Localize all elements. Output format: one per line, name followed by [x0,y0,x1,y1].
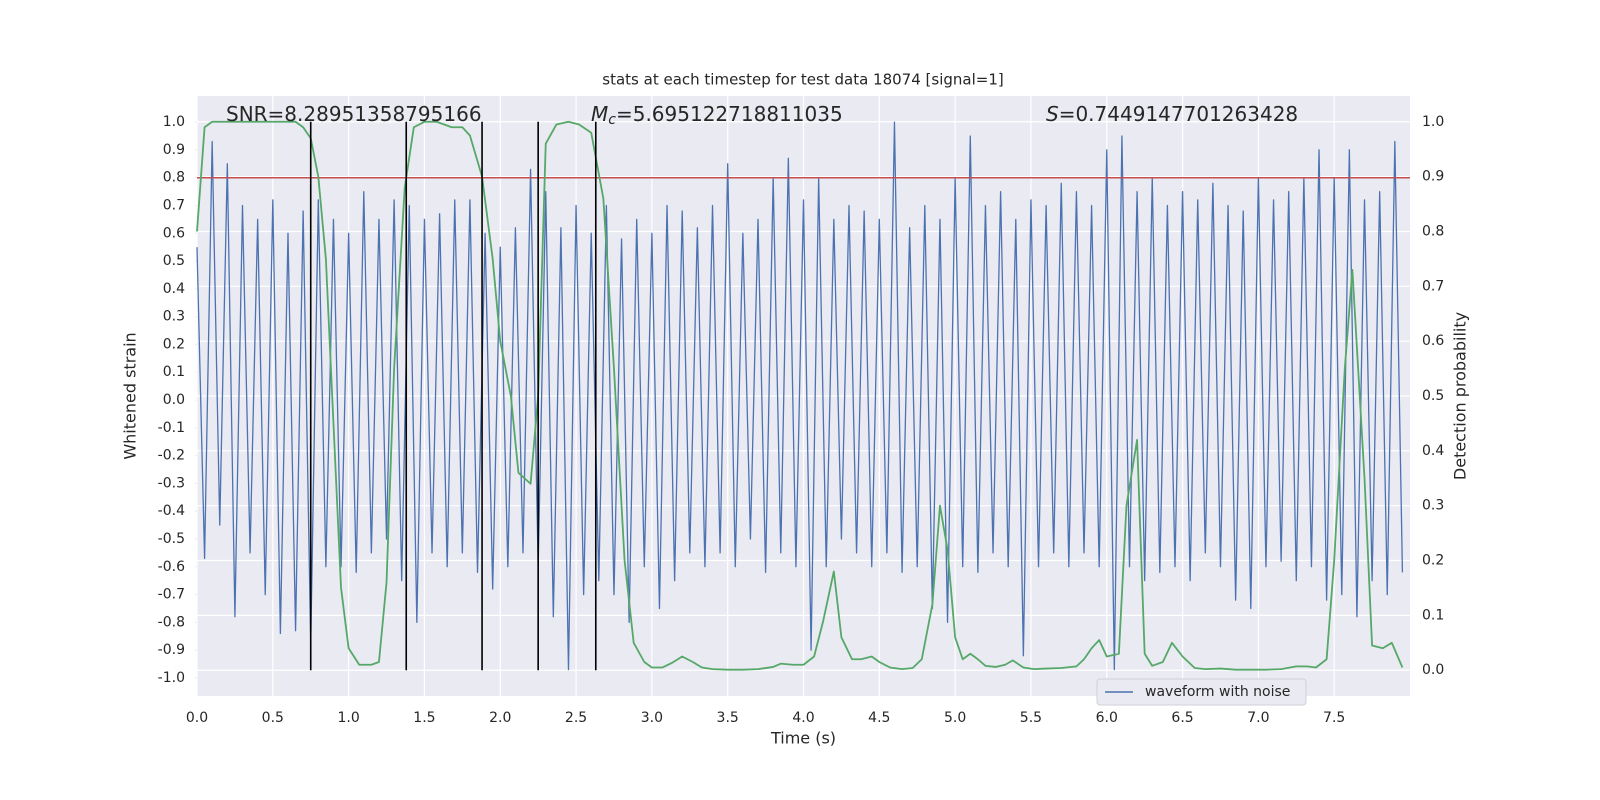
x-tick-label: 6.5 [1171,710,1193,726]
annotation: S=0.7449147701263428 [1046,102,1298,126]
annotation: SNR=8.28951358795166 [226,102,482,126]
annotation: Mc=5.695122718811035 [591,102,843,129]
legend-box [1096,678,1307,706]
x-tick-label: 4.0 [792,710,814,726]
x-tick-label: 1.5 [413,710,435,726]
x-tick-label: 7.5 [1323,710,1345,726]
y2-tick-label: 0.8 [1422,223,1444,239]
y-tick-label: -0.5 [158,531,185,547]
x-axis-label: Time (s) [770,729,836,748]
y-tick-label: -0.7 [158,587,185,603]
x-tick-label: 2.0 [489,710,511,726]
x-tick-label: 3.0 [641,710,663,726]
y2-tick-label: 0.7 [1422,278,1444,294]
y-tick-label: 0.2 [163,336,185,352]
x-tick-label: 0.0 [186,710,208,726]
annotation-symbol: M [591,102,608,126]
y-tick-label: 0.6 [163,225,185,241]
y2-tick-label: 0.3 [1422,498,1444,514]
annotation-text: =5.695122718811035 [616,102,843,126]
legend-label: waveform with noise [1145,684,1290,700]
x-tick-label: 2.5 [565,710,587,726]
annotation-symbol: S [1046,102,1059,126]
y-tick-label: -0.1 [158,420,185,436]
y-tick-label: 0.5 [163,253,185,269]
y-axis-label: Whitened strain [121,332,140,459]
y2-tick-label: 0.4 [1422,443,1444,459]
y-tick-label: -0.8 [158,614,185,630]
y2-tick-label: 1.0 [1422,114,1444,130]
series-line [196,120,1404,671]
annotation-subscript: c [608,112,616,128]
x-tick-label: 7.0 [1247,710,1269,726]
y-tick-label: 0.8 [163,170,185,186]
y-tick-label: 0.1 [163,364,185,380]
y2-tick-label: 0.1 [1422,607,1444,623]
y2-tick-label: 0.9 [1422,169,1444,185]
y-tick-label: 0.9 [163,142,185,158]
x-tick-label: 3.5 [717,710,739,726]
y2-tick-label: 0.2 [1422,553,1444,569]
y-tick-label: 0.7 [163,197,185,213]
y-tick-label: 0.4 [163,281,185,297]
x-tick-label: 4.5 [868,710,890,726]
y-tick-label: -0.2 [158,448,185,464]
annotation-text: SNR=8.28951358795166 [226,102,482,126]
annotation-text: =0.7449147701263428 [1059,102,1298,126]
x-tick-label: 1.0 [337,710,359,726]
y-tick-label: -0.4 [158,503,185,519]
y-tick-label: -0.6 [158,559,185,575]
y2-tick-label: 0.5 [1422,388,1444,404]
y-tick-label: -0.9 [158,642,185,658]
chart-title: stats at each timestep for test data 180… [602,71,1003,89]
y2-tick-label: 0.0 [1422,662,1444,678]
y-tick-label: -0.3 [158,475,185,491]
x-tick-label: 5.5 [1020,710,1042,726]
x-tick-label: 5.0 [944,710,966,726]
x-tick-label: 0.5 [262,710,284,726]
y-tick-label: -1.0 [158,670,185,686]
y2-axis-label: Detection probability [1451,312,1470,480]
y2-tick-label: 0.6 [1422,333,1444,349]
y-tick-label: 0.0 [163,392,185,408]
y-tick-label: 1.0 [163,114,185,130]
x-tick-label: 6.0 [1096,710,1118,726]
y-tick-label: 0.3 [163,309,185,325]
series-line [196,121,1404,671]
